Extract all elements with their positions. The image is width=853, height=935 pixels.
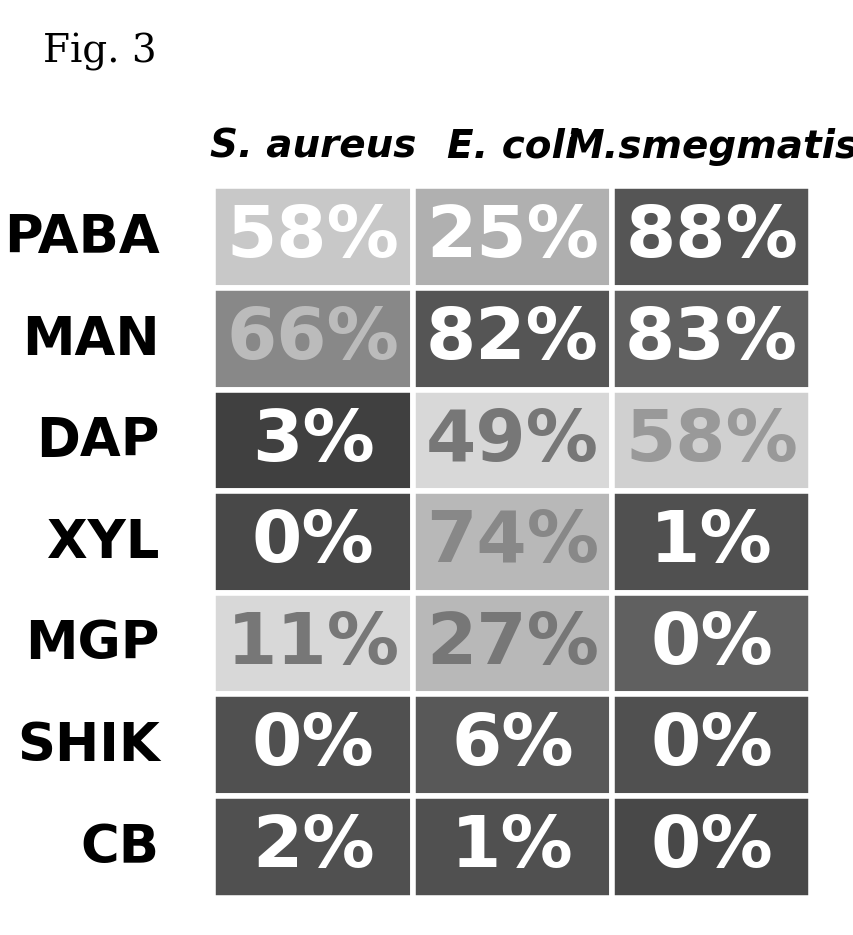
Text: 58%: 58% [226, 203, 399, 272]
Bar [612, 289, 810, 390]
Text: DAP: DAP [37, 415, 160, 467]
Text: 82%: 82% [426, 305, 598, 374]
Text: 2%: 2% [252, 813, 374, 882]
Bar [213, 187, 412, 289]
Text: MAN: MAN [22, 313, 160, 366]
Bar [612, 796, 810, 898]
Text: PABA: PABA [4, 212, 160, 264]
Text: 74%: 74% [426, 508, 598, 577]
Text: 0%: 0% [649, 813, 772, 882]
Bar [213, 390, 412, 492]
Text: 0%: 0% [649, 610, 772, 678]
Bar [412, 695, 612, 796]
Text: SHIK: SHIK [17, 719, 160, 771]
Text: 6%: 6% [450, 711, 573, 780]
Bar [612, 593, 810, 695]
Text: 3%: 3% [252, 407, 374, 475]
Text: E. coli: E. coli [446, 128, 577, 165]
Bar [213, 796, 412, 898]
Text: MGP: MGP [26, 618, 160, 669]
Bar [612, 695, 810, 796]
Text: XYL: XYL [47, 516, 160, 568]
Text: 88%: 88% [624, 203, 798, 272]
Bar [213, 492, 412, 593]
Bar [412, 187, 612, 289]
Bar [213, 593, 412, 695]
Bar [412, 289, 612, 390]
Text: 58%: 58% [624, 407, 798, 475]
Text: S. aureus: S. aureus [210, 128, 416, 165]
Bar [612, 390, 810, 492]
Text: 83%: 83% [624, 305, 798, 374]
Bar [213, 695, 412, 796]
Text: 11%: 11% [226, 610, 399, 678]
Bar [412, 593, 612, 695]
Text: 25%: 25% [426, 203, 598, 272]
Bar [213, 289, 412, 390]
Text: M.smegmatis: M.smegmatis [565, 128, 853, 165]
Text: 66%: 66% [226, 305, 399, 374]
Bar [412, 796, 612, 898]
Text: 1%: 1% [649, 508, 772, 577]
Text: 27%: 27% [426, 610, 598, 678]
Bar [412, 390, 612, 492]
Bar [412, 492, 612, 593]
Text: 1%: 1% [450, 813, 573, 882]
Text: 0%: 0% [649, 711, 772, 780]
Text: 49%: 49% [426, 407, 598, 475]
Bar [612, 492, 810, 593]
Text: Fig. 3: Fig. 3 [43, 33, 156, 71]
Bar [612, 187, 810, 289]
Text: CB: CB [80, 821, 160, 872]
Text: 0%: 0% [252, 711, 374, 780]
Text: 0%: 0% [252, 508, 374, 577]
